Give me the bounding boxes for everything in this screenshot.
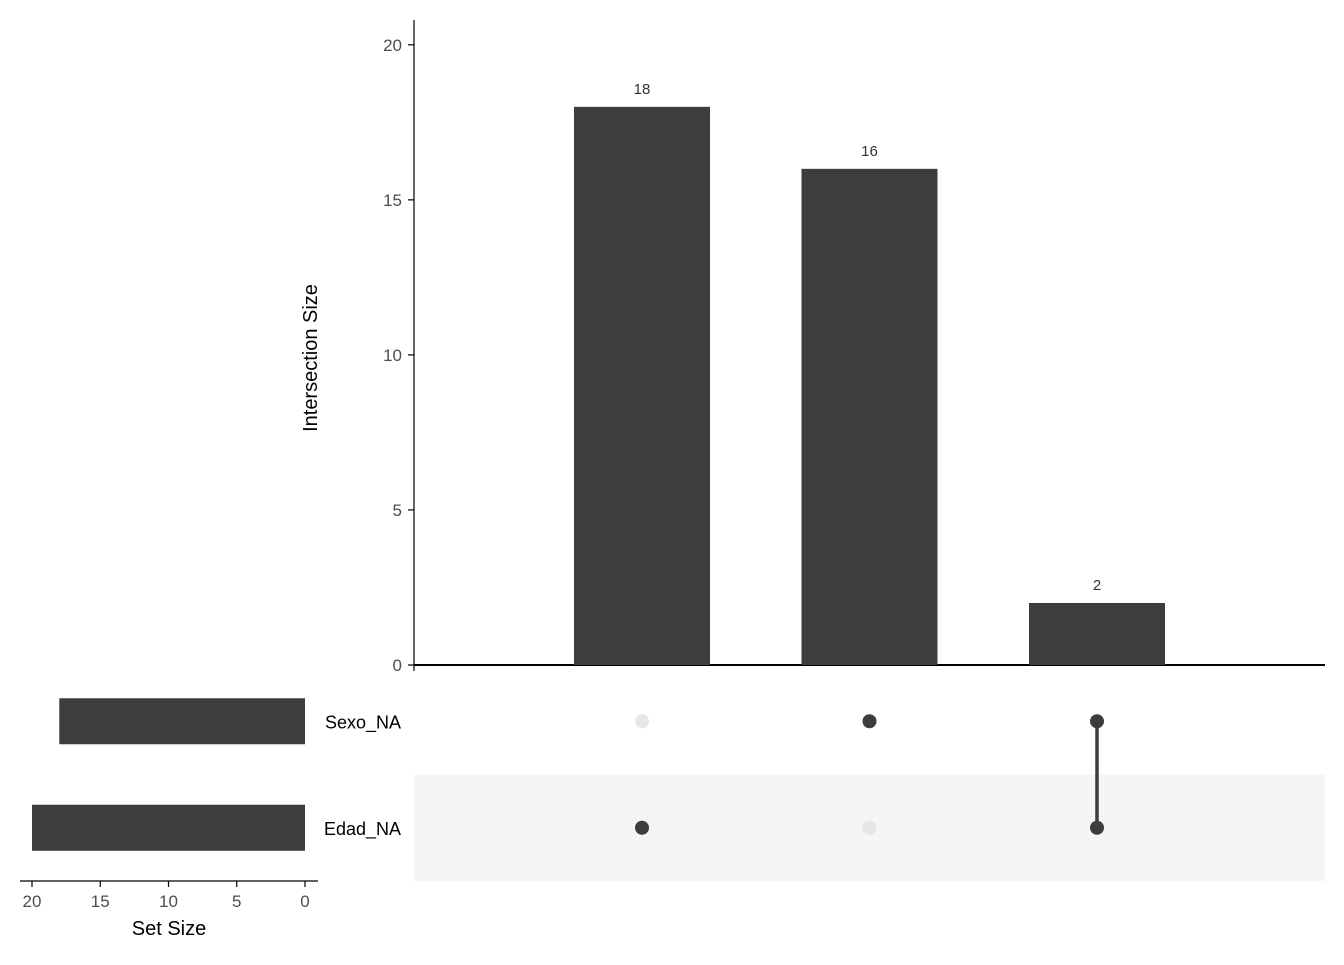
intersection-size-axis-label: Intersection Size [300,284,322,432]
matrix-dot-active [862,714,877,729]
matrix-dot-inactive [862,820,877,835]
set-size-bar [59,698,305,745]
y-tick-label: 0 [393,656,402,675]
set-size-tick-label: 10 [159,892,178,911]
set-size-tick-label: 0 [300,892,309,911]
set-name-label: Edad_NA [324,819,401,840]
set-name-label: Sexo_NA [325,712,401,733]
intersection-bar-labels: 18 16 2 [634,81,1102,594]
matrix-dot-inactive [635,714,649,729]
y-tick-label: 10 [383,346,402,365]
intersection-bar [801,168,938,665]
matrix-dot-active [1090,714,1104,729]
intersection-matrix [635,714,1104,835]
intersection-bar [1029,602,1165,665]
y-tick-label: 15 [383,191,402,210]
intersection-bar-label: 18 [634,81,651,98]
set-size-tick-label: 15 [91,892,110,911]
set-size-axis: 20 15 10 5 0 [20,880,318,911]
y-tick-label: 5 [393,501,402,520]
set-size-tick-label: 5 [232,892,241,911]
set-size-tick-label: 20 [23,892,42,911]
intersection-bars [574,106,1165,666]
set-size-bars [32,698,305,851]
y-tick-label: 20 [383,36,402,55]
set-size-bar [32,804,305,851]
set-name-labels: Sexo_NA Edad_NA [324,712,401,840]
set-size-axis-label: Set Size [132,918,206,940]
intersection-bar-label: 2 [1093,577,1101,594]
matrix-dot-active [1090,820,1104,835]
intersection-bar [574,106,710,666]
matrix-dot-active [635,820,649,835]
intersection-bar-label: 16 [861,143,878,160]
